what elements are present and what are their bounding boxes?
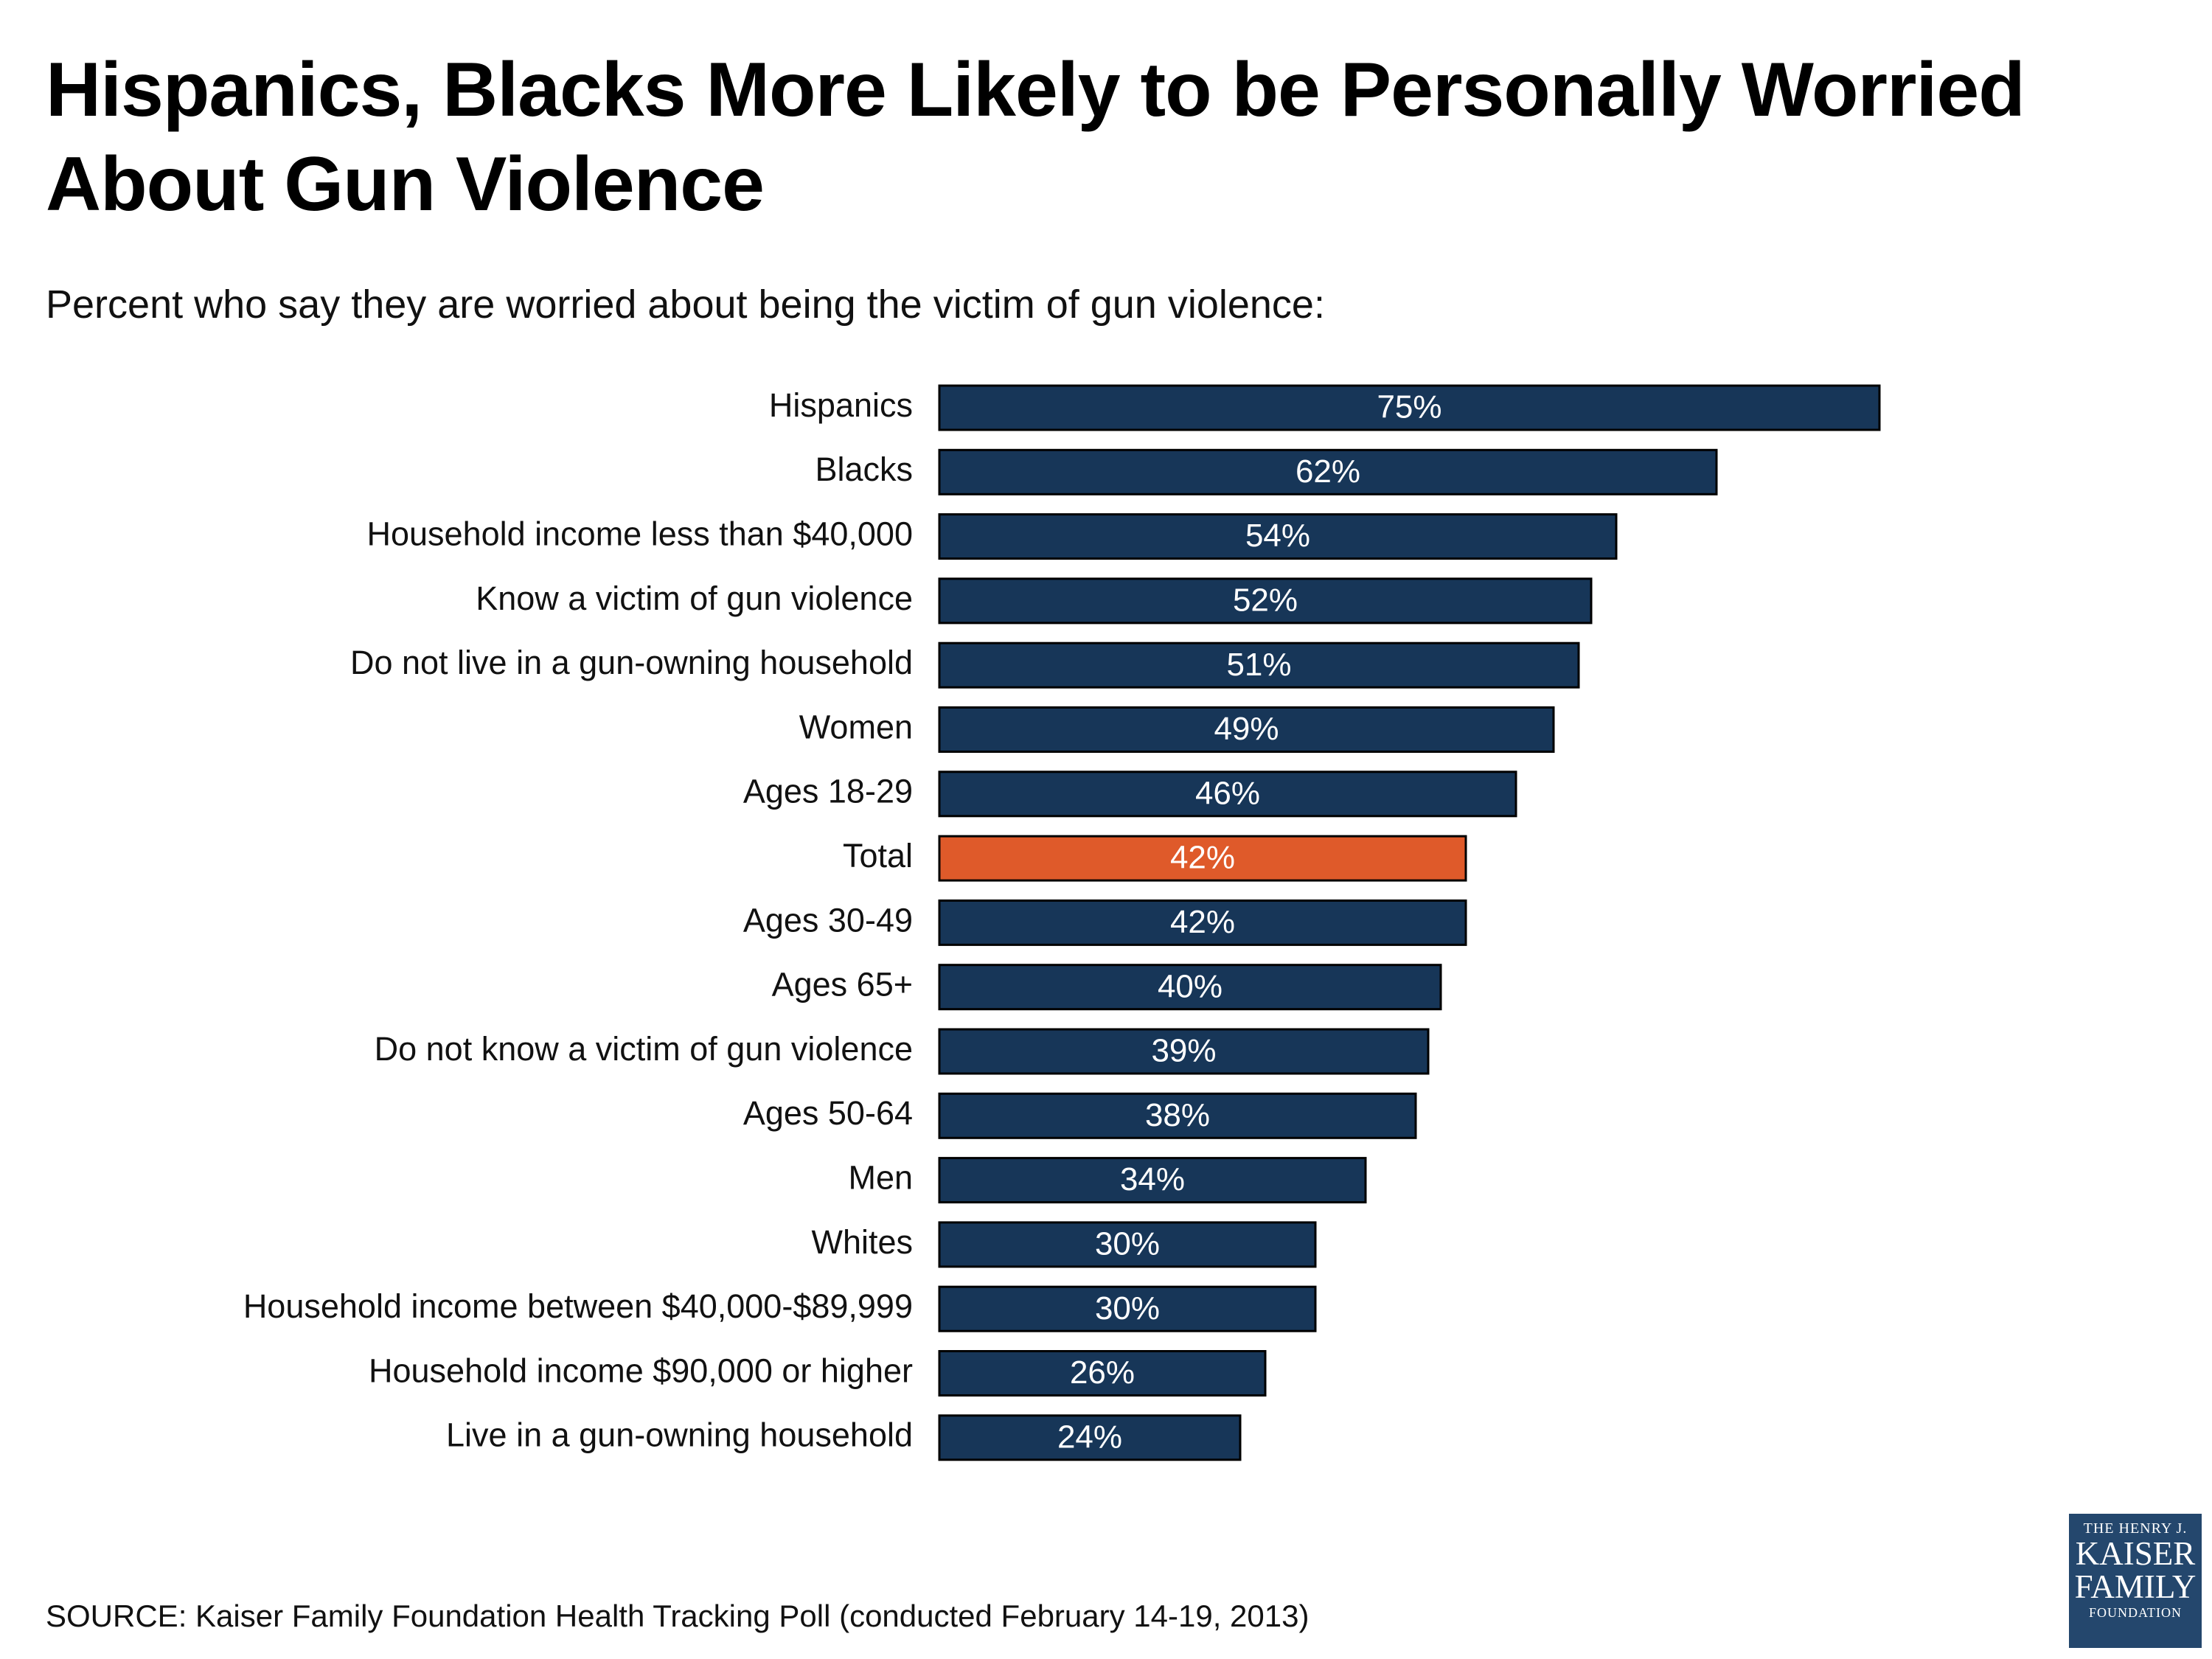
value-label-6: 46% (1195, 775, 1260, 811)
bar-10 (938, 1028, 1430, 1075)
bar-2 (938, 513, 1618, 560)
logo-line-3: FAMILY (2074, 1568, 2197, 1605)
logo-line-1: THE HENRY J. (2083, 1520, 2188, 1537)
category-label-3: Know a victim of gun violence (476, 580, 913, 617)
category-label-8: Ages 30-49 (743, 901, 913, 939)
category-label-13: Whites (811, 1223, 913, 1261)
value-label-7: 42% (1170, 840, 1235, 876)
category-label-14: Household income between $40,000-$89,999 (243, 1287, 913, 1325)
category-label-15: Household income $90,000 or higher (369, 1352, 913, 1389)
category-label-16: Live in a gun-owning household (446, 1416, 913, 1454)
value-label-4: 51% (1226, 647, 1291, 683)
value-label-15: 26% (1070, 1354, 1135, 1391)
highlighted-bar-total (938, 835, 1467, 882)
category-label-2: Household income less than $40,000 (366, 515, 913, 552)
source-note: SOURCE: Kaiser Family Foundation Health … (46, 1599, 1310, 1633)
value-label-8: 42% (1170, 904, 1235, 940)
bar-0 (938, 384, 1881, 431)
bar-11 (938, 1092, 1417, 1139)
category-label-10: Do not know a victim of gun violence (375, 1030, 913, 1068)
category-label-12: Men (848, 1158, 913, 1196)
chart-subtitle: Percent who say they are worried about b… (46, 282, 1325, 327)
category-label-11: Ages 50-64 (743, 1094, 913, 1132)
kaiser-family-foundation-logo: THE HENRY J. KAISER FAMILY FOUNDATION (2069, 1514, 2202, 1648)
value-label-2: 54% (1245, 518, 1310, 554)
bar-13 (938, 1221, 1317, 1268)
value-label-5: 49% (1214, 711, 1279, 747)
value-label-10: 39% (1151, 1033, 1216, 1069)
bar-16 (938, 1414, 1242, 1461)
category-label-9: Ages 65+ (772, 966, 913, 1004)
value-label-3: 52% (1233, 582, 1298, 619)
bar-15 (938, 1350, 1267, 1397)
value-label-13: 30% (1095, 1226, 1160, 1262)
value-label-14: 30% (1095, 1290, 1160, 1326)
logo-line-4: FOUNDATION (2089, 1605, 2182, 1620)
bar-6 (938, 771, 1517, 818)
value-label-9: 40% (1158, 968, 1222, 1004)
category-label-4: Do not live in a gun-owning household (350, 644, 913, 681)
value-label-11: 38% (1145, 1097, 1210, 1133)
bar-12 (938, 1157, 1367, 1204)
value-label-0: 75% (1377, 389, 1441, 425)
category-label-5: Women (799, 708, 913, 745)
bar-4 (938, 641, 1580, 689)
bar-3 (938, 577, 1593, 625)
bar-1 (938, 448, 1718, 495)
value-label-16: 24% (1057, 1419, 1122, 1455)
category-label-0: Hispanics (769, 386, 913, 424)
value-label-12: 34% (1120, 1161, 1185, 1197)
category-label-7: Total (843, 837, 913, 874)
value-label-1: 62% (1295, 453, 1360, 490)
bar-14 (938, 1285, 1317, 1332)
category-label-6: Ages 18-29 (743, 773, 913, 810)
bar-8 (938, 899, 1467, 946)
category-label-1: Blacks (815, 451, 913, 488)
bar-9 (938, 964, 1442, 1011)
bar-5 (938, 706, 1555, 753)
logo-line-2: KAISER (2075, 1535, 2196, 1572)
chart-title: Hispanics, Blacks More Likely to be Pers… (46, 47, 2025, 227)
